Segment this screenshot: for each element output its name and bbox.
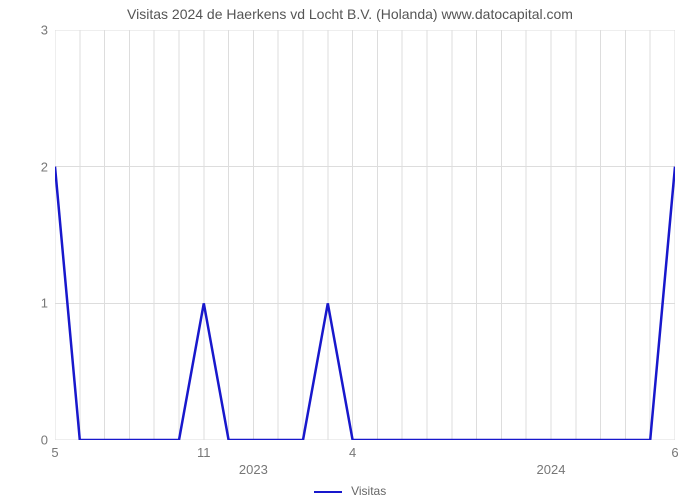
line-chart: Visitas 2024 de Haerkens vd Locht B.V. (…: [0, 0, 700, 500]
chart-svg: [55, 30, 675, 440]
x-tick-label: 6: [671, 445, 678, 460]
plot-area: [55, 30, 675, 440]
x-tick-label: 4: [349, 445, 356, 460]
y-tick-label: 3: [8, 23, 48, 38]
y-tick-label: 0: [8, 433, 48, 448]
x-tick-label: 5: [51, 445, 58, 460]
x-year-label: 2023: [239, 462, 268, 477]
vertical-gridlines: [55, 30, 675, 440]
horizontal-gridlines: [55, 30, 675, 440]
y-tick-label: 1: [8, 296, 48, 311]
x-year-label: 2024: [537, 462, 566, 477]
legend: Visitas: [0, 484, 700, 498]
y-tick-label: 2: [8, 159, 48, 174]
x-tick-label: 11: [197, 445, 211, 460]
chart-title: Visitas 2024 de Haerkens vd Locht B.V. (…: [0, 6, 700, 22]
legend-item-label: Visitas: [351, 484, 386, 498]
legend-line-icon: [314, 491, 342, 493]
